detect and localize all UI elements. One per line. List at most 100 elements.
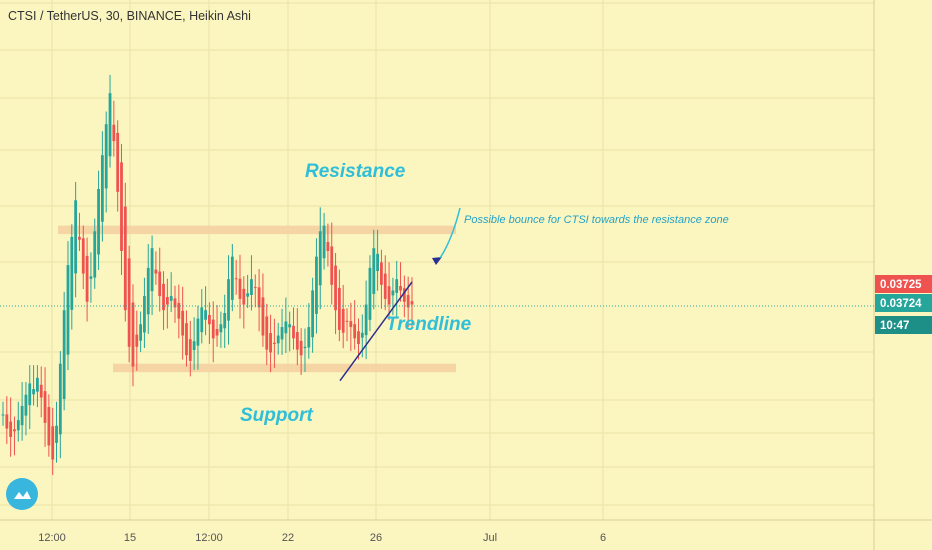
candle-body bbox=[81, 238, 85, 274]
candle-body bbox=[311, 290, 315, 338]
candle-body bbox=[165, 297, 169, 305]
candle-body bbox=[9, 421, 13, 437]
candle-body bbox=[219, 324, 223, 333]
candle-body bbox=[234, 278, 238, 280]
candle-body bbox=[292, 325, 295, 339]
candle-body bbox=[334, 265, 337, 311]
candle-body bbox=[211, 319, 215, 339]
candle-body bbox=[288, 324, 292, 328]
candle-body bbox=[36, 377, 39, 392]
projection-curve[interactable] bbox=[439, 207, 461, 259]
candle-body bbox=[399, 286, 402, 291]
candle-body bbox=[257, 287, 261, 308]
candle-body bbox=[58, 363, 62, 435]
candle-body bbox=[204, 310, 207, 320]
candle-body bbox=[1, 414, 5, 416]
candle-body bbox=[135, 334, 139, 347]
candle-body bbox=[55, 425, 58, 443]
candle-body bbox=[223, 313, 227, 329]
tradingview-logo-icon[interactable] bbox=[6, 478, 38, 510]
candle-body bbox=[322, 225, 326, 259]
candle-body bbox=[13, 429, 16, 432]
trendline-arrow-icon bbox=[432, 257, 442, 265]
candle-body bbox=[120, 162, 123, 251]
candle-body bbox=[116, 132, 120, 192]
candle-body bbox=[188, 339, 192, 361]
candle-body bbox=[131, 302, 135, 367]
candle-body bbox=[326, 241, 330, 251]
annotation-resistance: Resistance bbox=[305, 161, 406, 182]
candle-body bbox=[112, 124, 116, 142]
candle-body bbox=[368, 267, 372, 320]
candle-body bbox=[28, 383, 32, 406]
candle-body bbox=[173, 298, 177, 308]
candle-body bbox=[208, 314, 211, 325]
x-tick-label: 26 bbox=[370, 532, 382, 544]
candle-body bbox=[32, 389, 35, 395]
current-price-tag-bg bbox=[875, 275, 932, 293]
candle-body bbox=[139, 324, 143, 341]
candle-body bbox=[318, 231, 322, 286]
candle-body bbox=[39, 384, 43, 398]
candle-body bbox=[242, 288, 246, 305]
candle-body bbox=[272, 342, 276, 344]
candle-body bbox=[108, 93, 112, 157]
candle-body bbox=[146, 267, 150, 315]
x-tick-label: 12:00 bbox=[195, 532, 223, 544]
candle-body bbox=[250, 279, 253, 295]
candle-body bbox=[47, 407, 51, 446]
candle-body bbox=[341, 308, 345, 333]
annotation-note: Possible bounce for CTSI towards the res… bbox=[464, 214, 729, 226]
candle-body bbox=[169, 296, 173, 301]
candle-body bbox=[24, 394, 28, 416]
candle-body bbox=[246, 293, 250, 297]
candle-body bbox=[284, 321, 288, 334]
candle-body bbox=[200, 307, 204, 333]
candle-body bbox=[376, 253, 379, 272]
resistance-zone[interactable] bbox=[58, 225, 456, 235]
candle-body bbox=[349, 321, 353, 328]
candle-body bbox=[410, 301, 414, 305]
candle-body bbox=[315, 256, 318, 314]
candle-body bbox=[402, 288, 406, 302]
candle-body bbox=[104, 124, 108, 189]
candle-body bbox=[383, 273, 387, 299]
candle-body bbox=[51, 426, 55, 460]
candle-body bbox=[330, 246, 334, 285]
candle-body bbox=[181, 310, 185, 336]
x-tick-label: 12:00 bbox=[38, 532, 66, 544]
candle-body bbox=[127, 258, 131, 347]
candle-body bbox=[74, 200, 78, 274]
candle-body bbox=[162, 283, 165, 311]
bar-countdown-tag-bg bbox=[875, 316, 932, 334]
annotation-trendline: Trendline bbox=[386, 314, 472, 335]
candle-body bbox=[100, 155, 104, 222]
candle-body bbox=[261, 297, 265, 336]
candle-body bbox=[265, 316, 269, 350]
candle-body bbox=[192, 341, 196, 351]
x-tick-label: 15 bbox=[124, 532, 136, 544]
bid-price-tag: 0.03724 bbox=[880, 298, 922, 310]
candle-body bbox=[238, 278, 242, 299]
chart-header-title: CTSI / TetherUS, 30, BINANCE, Heikin Ash… bbox=[8, 9, 251, 23]
trendline[interactable] bbox=[339, 281, 413, 382]
candle-body bbox=[230, 256, 234, 300]
candle-body bbox=[158, 271, 162, 297]
candle-body bbox=[380, 262, 383, 285]
candle-body bbox=[177, 302, 181, 319]
candle-body bbox=[196, 318, 200, 346]
candle-body bbox=[253, 287, 257, 289]
candle-body bbox=[269, 333, 272, 353]
candle-body bbox=[364, 304, 368, 336]
candle-body bbox=[299, 340, 303, 356]
x-tick-label: Jul bbox=[483, 532, 497, 544]
candle-body bbox=[43, 391, 47, 423]
candle-body bbox=[337, 287, 341, 330]
candle-body bbox=[215, 328, 219, 336]
support-zone[interactable] bbox=[113, 363, 456, 373]
candle-body bbox=[387, 286, 391, 305]
candle-body bbox=[307, 327, 311, 348]
candle-body bbox=[345, 320, 349, 322]
bar-countdown-tag: 10:47 bbox=[880, 320, 909, 332]
